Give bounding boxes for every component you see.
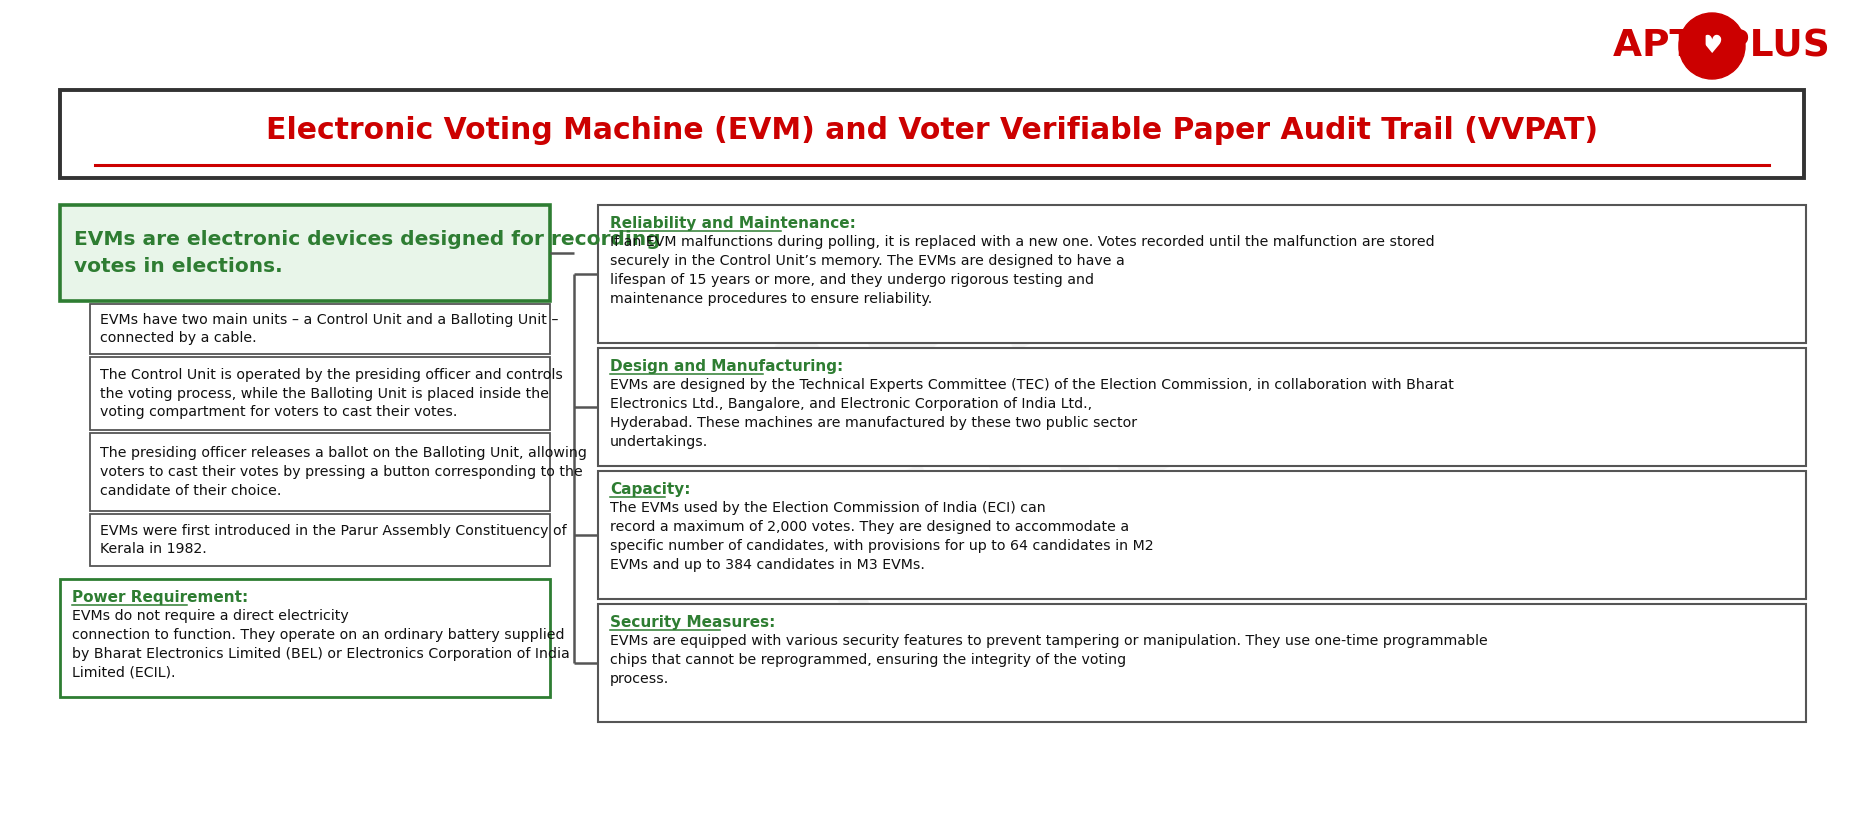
Text: ♥: ♥ bbox=[1700, 34, 1722, 58]
Text: Design and Manufacturing:: Design and Manufacturing: bbox=[610, 359, 843, 374]
Text: The EVMs used by the Election Commission of India (ECI) can
record a maximum of : The EVMs used by the Election Commission… bbox=[610, 501, 1154, 571]
Text: EVMs were first introduced in the Parur Assembly Constituency of
Kerala in 1982.: EVMs were first introduced in the Parur … bbox=[101, 524, 567, 556]
Text: Reliability and Maintenance:: Reliability and Maintenance: bbox=[610, 216, 856, 231]
Text: EVMs are designed by the Technical Experts Committee (TEC) of the Election Commi: EVMs are designed by the Technical Exper… bbox=[610, 378, 1454, 449]
FancyBboxPatch shape bbox=[598, 348, 1806, 466]
Circle shape bbox=[1679, 13, 1745, 79]
Text: Capacity:: Capacity: bbox=[610, 482, 690, 497]
Text: Security Measures:: Security Measures: bbox=[610, 615, 775, 630]
FancyBboxPatch shape bbox=[89, 514, 550, 566]
Text: EVMs are equipped with various security features to prevent tampering or manipul: EVMs are equipped with various security … bbox=[610, 634, 1487, 686]
FancyBboxPatch shape bbox=[60, 579, 550, 697]
FancyBboxPatch shape bbox=[598, 471, 1806, 599]
Text: Electronic Voting Machine (EVM) and Voter Verifiable Paper Audit Trail (VVPAT): Electronic Voting Machine (EVM) and Vote… bbox=[267, 115, 1597, 144]
Text: If an EVM malfunctions during polling, it is replaced with a new one. Votes reco: If an EVM malfunctions during polling, i… bbox=[610, 235, 1435, 305]
Text: APTI PLUS: APTI PLUS bbox=[1612, 28, 1830, 64]
FancyBboxPatch shape bbox=[598, 604, 1806, 722]
Text: APTI
PLUS: APTI PLUS bbox=[716, 191, 1223, 643]
Text: The presiding officer releases a ballot on the Balloting Unit, allowing
voters t: The presiding officer releases a ballot … bbox=[101, 446, 587, 498]
FancyBboxPatch shape bbox=[60, 205, 550, 301]
FancyBboxPatch shape bbox=[60, 90, 1804, 178]
FancyBboxPatch shape bbox=[89, 304, 550, 354]
Text: EVMs have two main units – a Control Unit and a Balloting Unit –
connected by a : EVMs have two main units – a Control Uni… bbox=[101, 313, 559, 345]
FancyBboxPatch shape bbox=[89, 357, 550, 430]
Text: The Control Unit is operated by the presiding officer and controls
the voting pr: The Control Unit is operated by the pres… bbox=[101, 368, 563, 420]
Text: Power Requirement:: Power Requirement: bbox=[73, 590, 248, 605]
Text: EVMs are electronic devices designed for recording
votes in elections.: EVMs are electronic devices designed for… bbox=[75, 230, 660, 276]
FancyBboxPatch shape bbox=[89, 433, 550, 511]
FancyBboxPatch shape bbox=[598, 205, 1806, 343]
Text: EVMs do not require a direct electricity
connection to function. They operate on: EVMs do not require a direct electricity… bbox=[73, 609, 570, 680]
